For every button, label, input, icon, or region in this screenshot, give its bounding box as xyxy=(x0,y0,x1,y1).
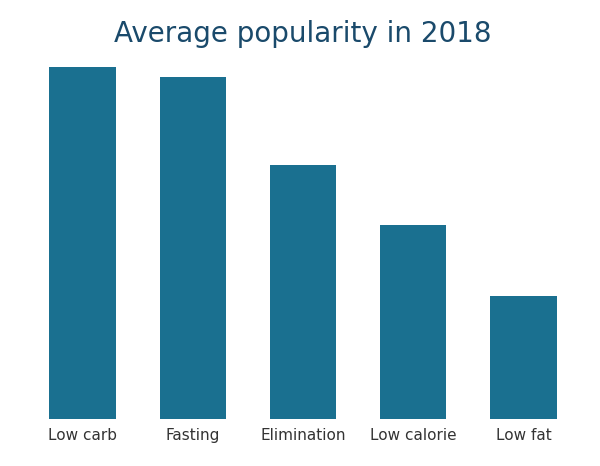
Title: Average popularity in 2018: Average popularity in 2018 xyxy=(114,20,492,48)
Bar xyxy=(49,67,116,419)
Bar xyxy=(160,77,226,419)
Bar xyxy=(270,165,336,419)
Bar xyxy=(380,225,446,419)
Bar xyxy=(490,296,557,419)
